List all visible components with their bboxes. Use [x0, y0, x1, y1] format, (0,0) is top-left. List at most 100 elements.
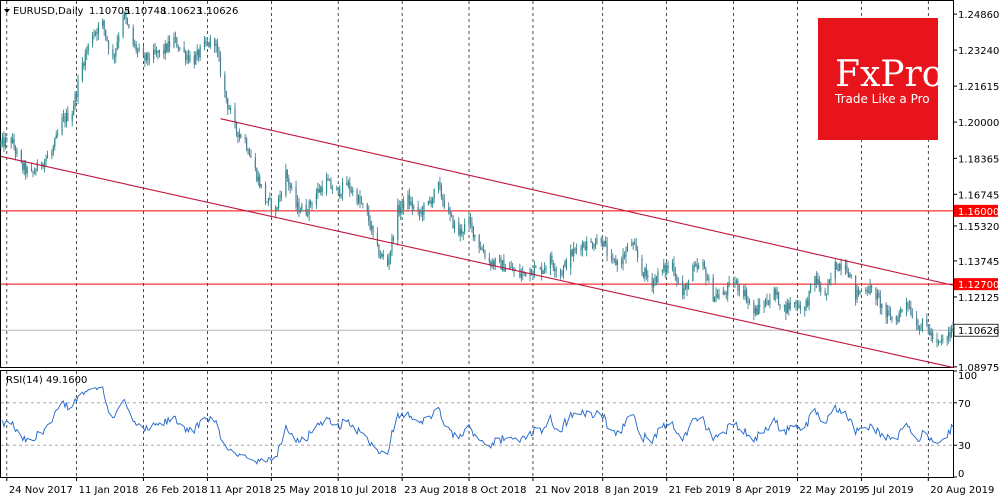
candle-body	[799, 305, 801, 311]
candle-body	[371, 225, 373, 229]
candle-body	[458, 221, 460, 235]
candle-body	[520, 273, 522, 278]
candle-body	[372, 225, 374, 233]
candle-body	[113, 56, 115, 58]
candle-body	[490, 261, 492, 267]
candle-body	[199, 47, 201, 58]
candle-body	[482, 248, 485, 254]
candle-body	[696, 264, 698, 269]
candle-body	[346, 182, 348, 186]
date-label: 11 Jan 2018	[79, 485, 139, 496]
candle-body	[142, 47, 145, 56]
candle-body	[610, 255, 613, 259]
candle-body	[783, 305, 786, 308]
price-tick-label: 1.20000	[958, 118, 999, 129]
candle-body	[259, 176, 261, 187]
candle-body	[480, 247, 482, 250]
price-tick-label: 1.21615	[958, 82, 999, 93]
candle-body	[286, 169, 288, 179]
candle-body	[626, 245, 629, 251]
candle-body	[796, 301, 799, 308]
candle-body	[187, 55, 190, 61]
candle-body	[400, 207, 402, 214]
candle-body	[824, 291, 826, 295]
candle-body	[500, 258, 502, 270]
candle-body	[602, 242, 604, 247]
candle-body	[153, 49, 155, 60]
price-tick-label: 1.12125	[958, 293, 999, 304]
candle-body	[285, 169, 287, 196]
candle-body	[235, 122, 238, 132]
date-label: 25 May 2018	[273, 485, 338, 496]
price-tick-label: 1.16745	[958, 190, 999, 201]
candle-body	[612, 258, 614, 260]
candle-body	[847, 272, 849, 278]
candle-body	[846, 265, 848, 273]
candle-body	[574, 248, 576, 250]
candle-body	[382, 254, 384, 257]
candle-body	[12, 139, 14, 144]
candle-body	[900, 309, 902, 313]
candle-body	[478, 234, 480, 248]
candle-body	[420, 210, 422, 214]
date-label: 5 Jul 2019	[863, 485, 913, 496]
candle-body	[61, 118, 63, 134]
candle-body	[328, 179, 331, 181]
candle-body	[857, 289, 860, 294]
candle-body	[62, 116, 65, 119]
candle-body	[868, 291, 870, 294]
candle-body	[65, 112, 68, 123]
candle-body	[179, 47, 181, 49]
candle-body	[440, 185, 442, 197]
candle-body	[625, 250, 627, 257]
candle-body	[706, 279, 708, 281]
price-candles	[0, 10, 954, 348]
candle-body	[427, 201, 429, 204]
candle-body	[651, 277, 653, 288]
candle-body	[452, 215, 454, 229]
candle-body	[453, 221, 456, 229]
candle-body	[22, 162, 24, 170]
candle-body	[413, 207, 415, 209]
date-label: 8 Apr 2019	[736, 485, 791, 496]
ohlc-high: 1.10748	[125, 6, 166, 17]
candle-body	[450, 214, 453, 216]
candle-body	[368, 211, 370, 222]
candle-body	[264, 184, 267, 203]
candle-body	[83, 63, 85, 66]
candle-body	[230, 108, 232, 110]
candle-body	[684, 284, 687, 289]
candle-body	[176, 37, 178, 48]
candle-body	[25, 163, 27, 174]
candle-body	[339, 187, 341, 197]
fxpro-logo: FxPro Trade Like a Pro	[818, 18, 943, 140]
candle-body	[57, 133, 59, 135]
candle-body	[183, 47, 185, 52]
candle-body	[666, 265, 668, 273]
candle-body	[795, 301, 797, 305]
candle-body	[621, 260, 623, 265]
candle-body	[702, 262, 704, 266]
current-price-label: 1.10626	[958, 326, 999, 337]
descending-channel	[0, 118, 954, 368]
candle-body	[337, 187, 339, 190]
candle-body	[196, 50, 198, 55]
candle-body	[315, 193, 317, 205]
candle-body	[703, 262, 706, 269]
candle-body	[379, 256, 381, 258]
candle-body	[86, 51, 88, 54]
candle-body	[64, 116, 66, 123]
candle-body	[562, 266, 565, 275]
candle-body	[448, 207, 450, 211]
candle-body	[671, 263, 674, 269]
candle-body	[683, 288, 685, 296]
candle-body	[725, 293, 727, 295]
candle-body	[834, 262, 836, 280]
dropdown-arrow-icon[interactable]	[4, 9, 10, 13]
candle-body	[777, 291, 780, 305]
candle-body	[296, 201, 299, 208]
price-tick-label: 1.23240	[958, 46, 999, 57]
candle-body	[317, 189, 319, 194]
chart-title: EURUSD,Daily	[13, 6, 84, 17]
